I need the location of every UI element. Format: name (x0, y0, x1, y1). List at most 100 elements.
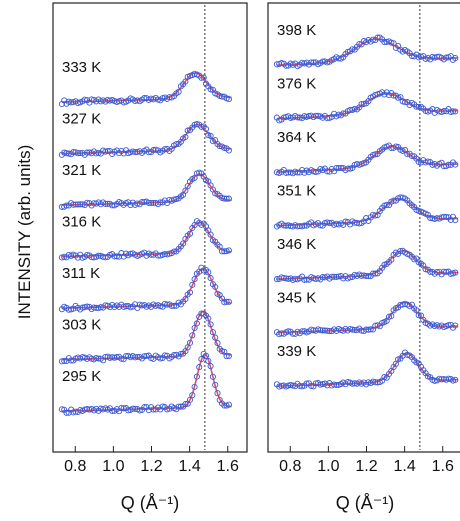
data-point (358, 101, 365, 108)
data-point (438, 376, 445, 383)
data-point (102, 200, 109, 207)
data-point (452, 376, 459, 383)
data-point (294, 169, 301, 176)
series-label: 346 K (277, 236, 316, 253)
data-point (84, 199, 91, 206)
fit-line (276, 197, 458, 227)
data-point (333, 273, 340, 280)
x-tick-label: 0.8 (64, 458, 86, 475)
data-point (186, 396, 194, 403)
data-point (109, 354, 116, 361)
data-point (452, 322, 459, 329)
data-point (372, 151, 379, 158)
data-point (296, 222, 303, 230)
data-point (84, 406, 91, 413)
data-point (193, 320, 200, 327)
data-point (223, 195, 230, 202)
data-point (212, 381, 219, 388)
data-point (58, 358, 65, 365)
data-point (401, 99, 409, 106)
data-point (372, 379, 379, 386)
data-point (388, 312, 395, 320)
data-point (175, 88, 182, 95)
data-point (296, 382, 303, 389)
series-label: 303 K (62, 317, 101, 334)
data-point (191, 383, 198, 390)
data-point (303, 380, 310, 387)
data-point (381, 39, 388, 46)
left-panel: 333 K 327 K 321 K 316 K 311 K 303 K 295 K 0.8 1… (52, 2, 248, 513)
data-point (356, 40, 363, 48)
data-point (184, 127, 191, 134)
series-label: 333 K (62, 59, 101, 76)
data-point (415, 312, 422, 319)
data-point (212, 334, 219, 341)
data-point (177, 350, 184, 357)
data-point (132, 354, 139, 361)
data-point (196, 364, 203, 371)
data-point (328, 273, 335, 280)
data-point (221, 248, 228, 255)
data-point (84, 303, 91, 310)
data-point (61, 357, 68, 364)
series-label: 316 K (62, 214, 101, 231)
data-point (84, 149, 91, 156)
x-tick-label: 1.0 (317, 458, 339, 475)
data-point (191, 276, 198, 283)
data-point (106, 97, 113, 104)
data-point (395, 94, 402, 101)
data-point (335, 55, 342, 62)
data-point (285, 169, 292, 176)
data-point (207, 231, 214, 238)
data-point (225, 298, 232, 305)
data-point (207, 321, 214, 328)
data-point (344, 165, 351, 172)
data-point (127, 250, 134, 257)
data-point (225, 352, 232, 360)
data-point (283, 275, 290, 282)
data-point (68, 99, 75, 106)
data-point (443, 213, 450, 220)
data-point (225, 247, 232, 254)
data-point (372, 322, 379, 329)
data-point (445, 322, 452, 329)
data-point (100, 253, 107, 260)
left-x-axis-label: Q (Å⁻¹) (121, 493, 180, 513)
data-point (363, 272, 370, 280)
data-point (81, 406, 88, 413)
data-point (207, 275, 214, 282)
x-tick-label: 0.8 (279, 458, 301, 475)
data-point (141, 404, 148, 411)
data-point (58, 406, 65, 413)
x-tick-label: 1.2 (355, 458, 377, 475)
data-point (299, 328, 306, 335)
y-axis-label: INTENSITY (arb. units) (15, 145, 34, 319)
data-point (81, 96, 88, 103)
data-point (170, 248, 178, 255)
data-point (372, 212, 379, 219)
data-point (212, 283, 219, 290)
data-point (452, 269, 459, 276)
series-label: 311 K (62, 265, 100, 282)
data-point (388, 256, 395, 263)
data-point (312, 112, 319, 119)
data-point (358, 272, 365, 279)
data-point (351, 380, 358, 387)
data-point (292, 275, 299, 282)
data-point (168, 302, 175, 309)
data-point (321, 327, 328, 334)
data-point (88, 254, 95, 261)
data-point (308, 382, 315, 389)
data-point (102, 353, 109, 360)
series-label: 327 K (62, 111, 101, 128)
data-point (283, 222, 290, 229)
data-point (221, 299, 228, 306)
data-point (138, 199, 146, 206)
data-point (335, 165, 342, 172)
right-panel-frame (267, 2, 460, 453)
data-point (427, 214, 434, 221)
data-point (365, 273, 372, 280)
data-point (209, 373, 216, 380)
data-point (175, 403, 182, 410)
